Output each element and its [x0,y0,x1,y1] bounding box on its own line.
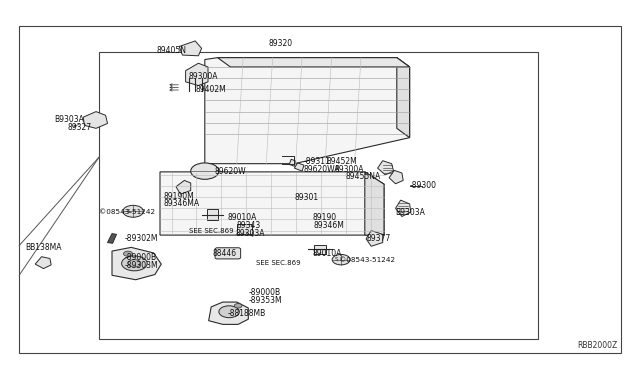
Polygon shape [289,159,296,166]
Text: 89327: 89327 [67,123,92,132]
Text: -89353M: -89353M [248,296,282,305]
Polygon shape [294,163,304,171]
Text: 89301: 89301 [294,193,319,202]
Text: 89346M: 89346M [314,221,344,230]
Bar [237,224,252,234]
Text: 89300A: 89300A [189,72,218,81]
Text: BB138MA: BB138MA [26,243,62,252]
Polygon shape [179,41,202,56]
Text: B9303A: B9303A [54,115,84,124]
Polygon shape [186,63,208,86]
Text: SEE SEC.869: SEE SEC.869 [189,228,234,234]
Circle shape [191,163,219,179]
Bar [314,245,326,254]
Polygon shape [35,257,51,269]
Circle shape [122,256,147,271]
Text: 89010A: 89010A [227,213,257,222]
Circle shape [332,254,350,265]
Polygon shape [218,58,410,67]
Text: -89000B: -89000B [248,288,280,296]
Text: B9303A: B9303A [396,208,426,217]
Polygon shape [205,58,410,164]
Text: 89377: 89377 [366,234,390,243]
Circle shape [128,260,141,267]
Polygon shape [176,180,191,194]
Polygon shape [378,161,394,175]
Text: -89311: -89311 [304,157,331,166]
Bar [207,209,218,220]
Polygon shape [397,58,410,138]
Polygon shape [108,234,116,243]
Polygon shape [160,172,384,235]
Text: ©08543-51242: ©08543-51242 [99,209,156,215]
Circle shape [123,205,143,217]
Text: -89302M: -89302M [125,234,158,243]
Text: 89620WA: 89620WA [304,165,340,174]
Text: 89620W: 89620W [214,167,246,176]
Text: S: S [126,209,130,214]
Text: ©08543-51242: ©08543-51242 [339,257,396,263]
Text: 89343: 89343 [237,221,261,230]
Text: RBB2000Z: RBB2000Z [577,341,618,350]
Text: 89300A: 89300A [335,165,364,174]
Polygon shape [83,112,108,128]
Text: 89402M: 89402M [195,85,226,94]
Polygon shape [209,302,248,324]
Polygon shape [366,231,383,246]
Text: 88446: 88446 [212,249,237,258]
Text: 89346MA: 89346MA [163,199,199,208]
Text: -89300: -89300 [410,182,436,190]
Polygon shape [112,247,161,280]
Text: 89190: 89190 [312,213,337,222]
Polygon shape [396,200,411,217]
Text: -89303M: -89303M [125,262,159,270]
Text: 89455NA: 89455NA [346,172,381,181]
Text: -88188MB: -88188MB [228,309,266,318]
Circle shape [234,304,242,308]
Text: SEE SEC.869: SEE SEC.869 [256,260,301,266]
Text: 89303A: 89303A [236,229,265,238]
Bar [19,26,621,353]
Circle shape [219,306,239,318]
Text: -89000B: -89000B [125,253,157,262]
Polygon shape [389,170,403,184]
Circle shape [124,251,132,256]
Text: S: S [334,257,338,262]
Text: 89320: 89320 [269,39,293,48]
Polygon shape [365,172,384,235]
Text: 89010A: 89010A [312,249,342,258]
FancyBboxPatch shape [215,248,241,259]
Text: 89190M: 89190M [163,192,194,201]
Text: 89452M: 89452M [326,157,357,166]
Bar [99,52,538,339]
Text: 89405N: 89405N [157,46,187,55]
